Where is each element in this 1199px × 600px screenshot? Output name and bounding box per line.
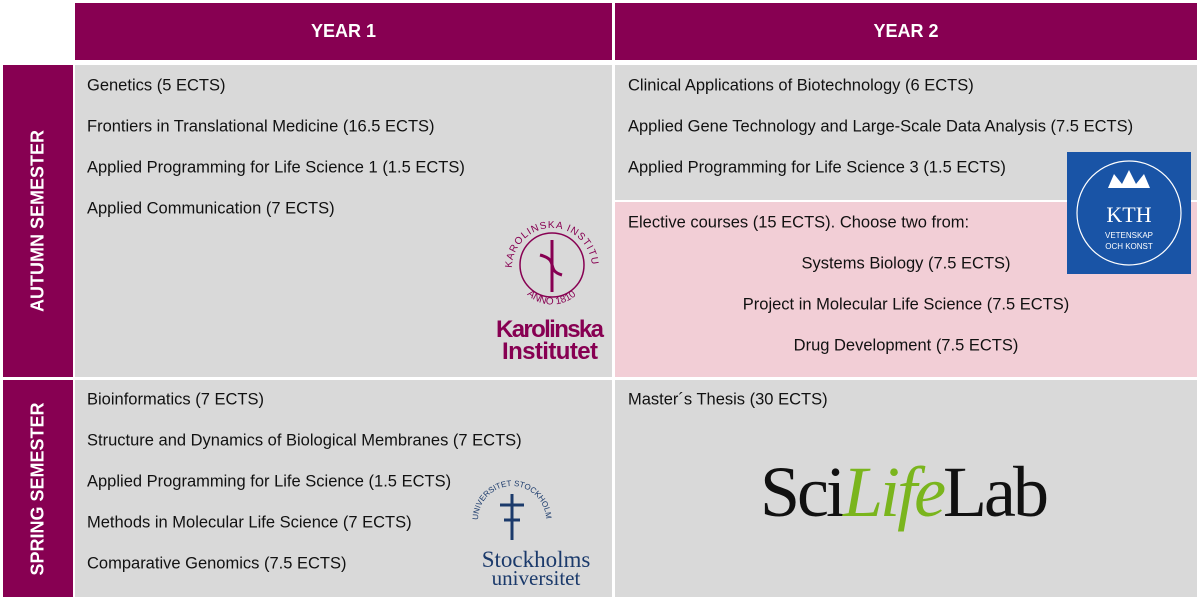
course: Applied Programming for Life Science (1.… [87, 472, 452, 491]
logo-text: Life [842, 452, 945, 532]
column-header: YEAR 2 [615, 3, 1197, 60]
course: Applied Communication (7 ECTS) [87, 199, 335, 218]
course: Comparative Genomics (7.5 ECTS) [87, 554, 347, 573]
cell [615, 380, 1197, 597]
course: Drug Development (7.5 ECTS) [793, 336, 1019, 355]
logo-text: OCH KONST [1105, 242, 1153, 251]
logo-text: KTH [1106, 202, 1151, 227]
logo-text: Karolinska [496, 316, 605, 343]
course: Applied Programming for Life Science 1 (… [87, 158, 465, 177]
logo-text: universitet [492, 566, 581, 590]
course: Structure and Dynamics of Biological Mem… [87, 431, 522, 450]
cell [75, 65, 612, 377]
course: Project in Molecular Life Science (7.5 E… [742, 295, 1070, 314]
row-header: SPRING SEMESTER [3, 380, 73, 597]
course: Master´s Thesis (30 ECTS) [628, 390, 828, 409]
course: Methods in Molecular Life Science (7 ECT… [87, 513, 412, 532]
logo-text: Stockholms [482, 547, 591, 572]
course: Clinical Applications of Biotechnology (… [628, 76, 974, 95]
course: Applied Programming for Life Science 3 (… [628, 158, 1006, 177]
karolinska-logo: KAROLINSKA INSTITUTET ANNO 1810 Karolins… [0, 0, 605, 365]
row-header: AUTUMN SEMESTER [3, 65, 73, 377]
kth-logo: KTH VETENSKAP OCH KONST [1067, 152, 1191, 274]
scilifelab-logo: SciLifeLab [760, 452, 1047, 532]
seal-text: KAROLINSKA INSTITUTET [0, 0, 600, 268]
cell [75, 380, 612, 597]
course: Applied Gene Technology and Large-Scale … [628, 117, 1134, 136]
course: Systems Biology (7.5 ECTS) [801, 254, 1011, 273]
elective-title: Elective courses (15 ECTS). Choose two f… [628, 213, 970, 232]
column-header: YEAR 1 [75, 3, 612, 60]
course: Bioinformatics (7 ECTS) [87, 390, 264, 409]
logo-text: Sci [760, 452, 845, 532]
logo-text: Lab [943, 452, 1047, 532]
course: Frontiers in Translational Medicine (16.… [87, 117, 435, 136]
logo-text: VETENSKAP [1105, 231, 1153, 240]
logo-text: Institutet [502, 338, 598, 365]
course: Genetics (5 ECTS) [87, 76, 226, 95]
